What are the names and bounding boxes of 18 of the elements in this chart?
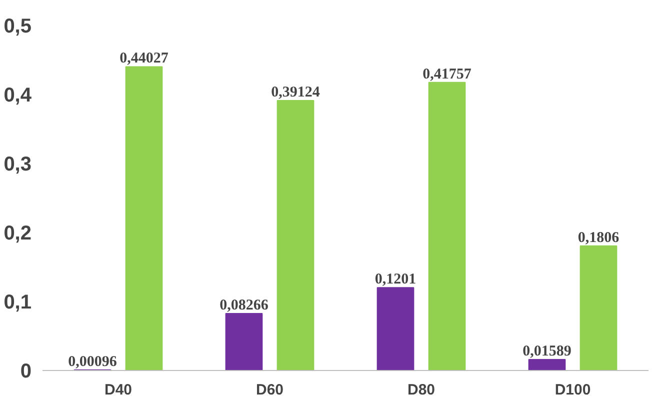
data-label: 0,01589 (522, 344, 572, 360)
data-label: 0,41757 (422, 66, 472, 82)
data-label: 0,1201 (374, 272, 416, 288)
data-label: 0,44027 (120, 50, 169, 67)
y-tick-label: 0,4 (4, 84, 32, 106)
x-tick-label: D80 (407, 382, 436, 398)
data-label: 0,08266 (220, 297, 269, 314)
x-tick-label: D100 (554, 382, 591, 398)
data-label: 0,39124 (271, 84, 320, 101)
y-tick-label: 0 (20, 360, 32, 382)
x-tick-label: D60 (256, 382, 284, 398)
y-tick-label: 0,2 (4, 222, 32, 244)
y-tick-label: 0,1 (4, 292, 32, 314)
y-tick-label: 0,5 (4, 16, 32, 38)
data-label: 0,1806 (578, 230, 620, 246)
x-tick-label: D40 (104, 382, 132, 398)
data-label: 0,00096 (68, 354, 118, 370)
y-tick-label: 0,3 (4, 154, 32, 176)
